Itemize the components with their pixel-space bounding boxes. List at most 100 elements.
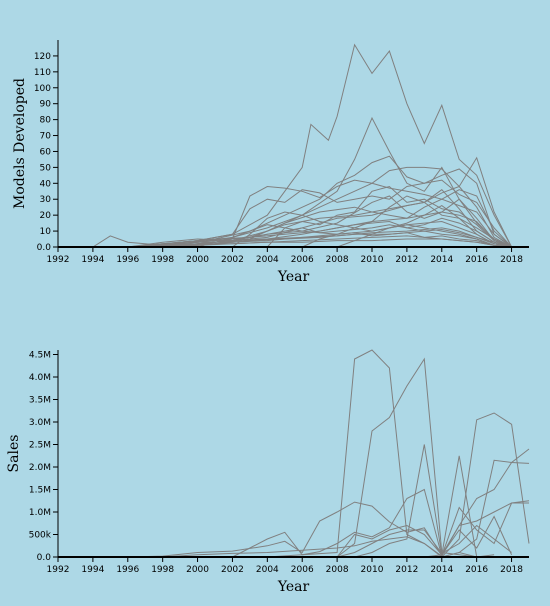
models-developed-chart: 1992 1994 1996 1998 2000 2002 2004 2006 2008 2010… — [12, 40, 529, 285]
models-series-line-19 — [266, 185, 512, 248]
models-x-tick: 2004 — [256, 247, 279, 265]
sales-y-tick-label: 3.5M — [29, 396, 51, 406]
sales-y-tick: 1.0M — [29, 508, 58, 518]
sales-y-tick-label: 2.0M — [29, 463, 51, 473]
sales-series-line-6 — [441, 459, 530, 558]
models-x-tick-label: 2002 — [221, 255, 244, 265]
models-y-tick-label: 20 — [40, 211, 52, 221]
sales-x-tick: 1998 — [151, 557, 174, 575]
models-x-tick: 2014 — [430, 247, 454, 265]
sales-x-tick-label: 2000 — [186, 565, 209, 575]
models-y-tick-label: 90 — [40, 100, 52, 110]
sales-x-tick-label: 2008 — [326, 565, 349, 575]
models-x-tick-label: 2010 — [361, 255, 384, 265]
sales-chart: 1992 1994 1996 1998 2000 2002 2004 2006 2008 2010… — [6, 349, 530, 595]
models-x-tick: 2010 — [361, 247, 384, 265]
models-y-tick-label: 0.0 — [37, 243, 52, 253]
sales-y-tick-label: 500k — [29, 531, 52, 541]
sales-y-tick-label: 3.0M — [29, 418, 51, 428]
sales-x-tick: 2004 — [256, 557, 279, 575]
models-y-tick: 0.0 — [37, 243, 58, 253]
sales-x-tick-label: 2012 — [395, 565, 418, 575]
sales-series-line-10 — [336, 524, 512, 558]
models-y-axis-label: Models Developed — [12, 78, 28, 209]
models-series-line-23 — [197, 224, 512, 248]
models-x-tick: 2006 — [291, 247, 314, 265]
models-y-tick-label: 60 — [40, 147, 52, 157]
sales-series-layer — [58, 349, 530, 558]
sales-y-tick: 3.0M — [29, 418, 58, 428]
sales-y-axis: 0.0 500k 1.0M 1.5M 2.0M 2.5M 3.0M 3.5M 4.0M 4.5M — [29, 350, 59, 563]
sales-x-tick-label: 1994 — [81, 565, 104, 575]
models-y-tick: 40 — [40, 179, 58, 189]
models-x-tick-label: 2014 — [430, 255, 453, 265]
sales-series-line-9 — [336, 515, 513, 558]
models-x-tick-label: 2016 — [465, 255, 488, 265]
models-series-line-22 — [232, 211, 512, 248]
sales-y-tick: 4.5M — [29, 351, 58, 361]
sales-x-tick-label: 2014 — [430, 565, 453, 575]
sales-x-tick-label: 2016 — [465, 565, 488, 575]
models-y-tick: 120 — [34, 52, 58, 62]
sales-x-tick: 2000 — [186, 557, 209, 575]
models-y-tick: 50 — [40, 163, 58, 173]
models-y-tick: 30 — [40, 195, 58, 205]
sales-x-tick-label: 2010 — [361, 565, 384, 575]
models-x-tick: 2012 — [395, 247, 418, 265]
models-x-tick-label: 2006 — [291, 255, 314, 265]
sales-y-tick-label: 4.5M — [29, 351, 51, 361]
sales-y-tick-label: 1.5M — [29, 486, 51, 496]
models-y-tick-label: 40 — [40, 179, 52, 189]
models-x-axis-label: Year — [277, 269, 310, 285]
sales-series-line-8 — [232, 488, 529, 558]
sales-x-tick-label: 1992 — [47, 565, 70, 575]
models-x-tick: 1994 — [81, 247, 105, 265]
models-series-line-11 — [145, 201, 512, 248]
sales-series-line-11 — [162, 536, 443, 558]
sales-x-tick: 2002 — [221, 557, 244, 575]
models-y-tick-label: 70 — [40, 132, 52, 142]
models-x-tick-label: 2008 — [326, 255, 349, 265]
sales-y-tick: 4.0M — [29, 373, 58, 383]
sales-y-axis-label: Sales — [6, 435, 22, 473]
models-x-tick: 1996 — [116, 247, 140, 265]
models-series-line-6 — [145, 179, 512, 248]
sales-y-tick: 1.5M — [29, 486, 58, 496]
sales-x-tick: 2008 — [326, 557, 349, 575]
models-y-tick: 60 — [40, 147, 58, 157]
models-x-axis: 1992 1994 1996 1998 2000 2002 2004 2006 2008 2010… — [47, 246, 529, 265]
models-y-tick: 10 — [40, 227, 58, 237]
models-x-tick-label: 2012 — [395, 255, 418, 265]
models-x-tick: 1992 — [47, 247, 70, 265]
models-y-tick: 70 — [40, 132, 58, 142]
models-y-tick-label: 80 — [40, 116, 52, 126]
models-x-tick-label: 2004 — [256, 255, 279, 265]
sales-x-tick-label: 2004 — [256, 565, 279, 575]
models-x-tick: 2016 — [465, 247, 488, 265]
models-x-tick-label: 1994 — [81, 255, 104, 265]
sales-y-tick: 2.5M — [29, 441, 58, 451]
models-y-tick: 80 — [40, 116, 58, 126]
sales-y-tick: 0.0 — [37, 553, 58, 563]
sales-x-tick-label: 2018 — [500, 565, 523, 575]
models-y-tick: 100 — [34, 84, 58, 94]
sales-series-line-3 — [354, 444, 495, 558]
sales-x-tick: 1994 — [81, 557, 105, 575]
models-x-tick-label: 1992 — [47, 255, 70, 265]
sales-x-tick-label: 2006 — [291, 565, 314, 575]
models-x-tick: 2000 — [186, 247, 209, 265]
models-x-tick: 2008 — [326, 247, 349, 265]
sales-y-tick: 2.0M — [29, 463, 58, 473]
models-series-line-2 — [127, 43, 513, 248]
models-y-tick-label: 30 — [40, 195, 52, 205]
models-y-tick-label: 100 — [34, 84, 51, 94]
models-x-tick-label: 2018 — [500, 255, 523, 265]
sales-x-tick: 2014 — [430, 557, 454, 575]
models-y-tick-label: 120 — [34, 52, 51, 62]
sales-x-axis: 1992 1994 1996 1998 2000 2002 2004 2006 2008 2010… — [47, 556, 529, 575]
sales-x-tick: 2012 — [395, 557, 418, 575]
models-y-tick: 110 — [34, 68, 58, 78]
models-series-line-3 — [127, 116, 512, 248]
models-y-tick-label: 50 — [40, 163, 52, 173]
